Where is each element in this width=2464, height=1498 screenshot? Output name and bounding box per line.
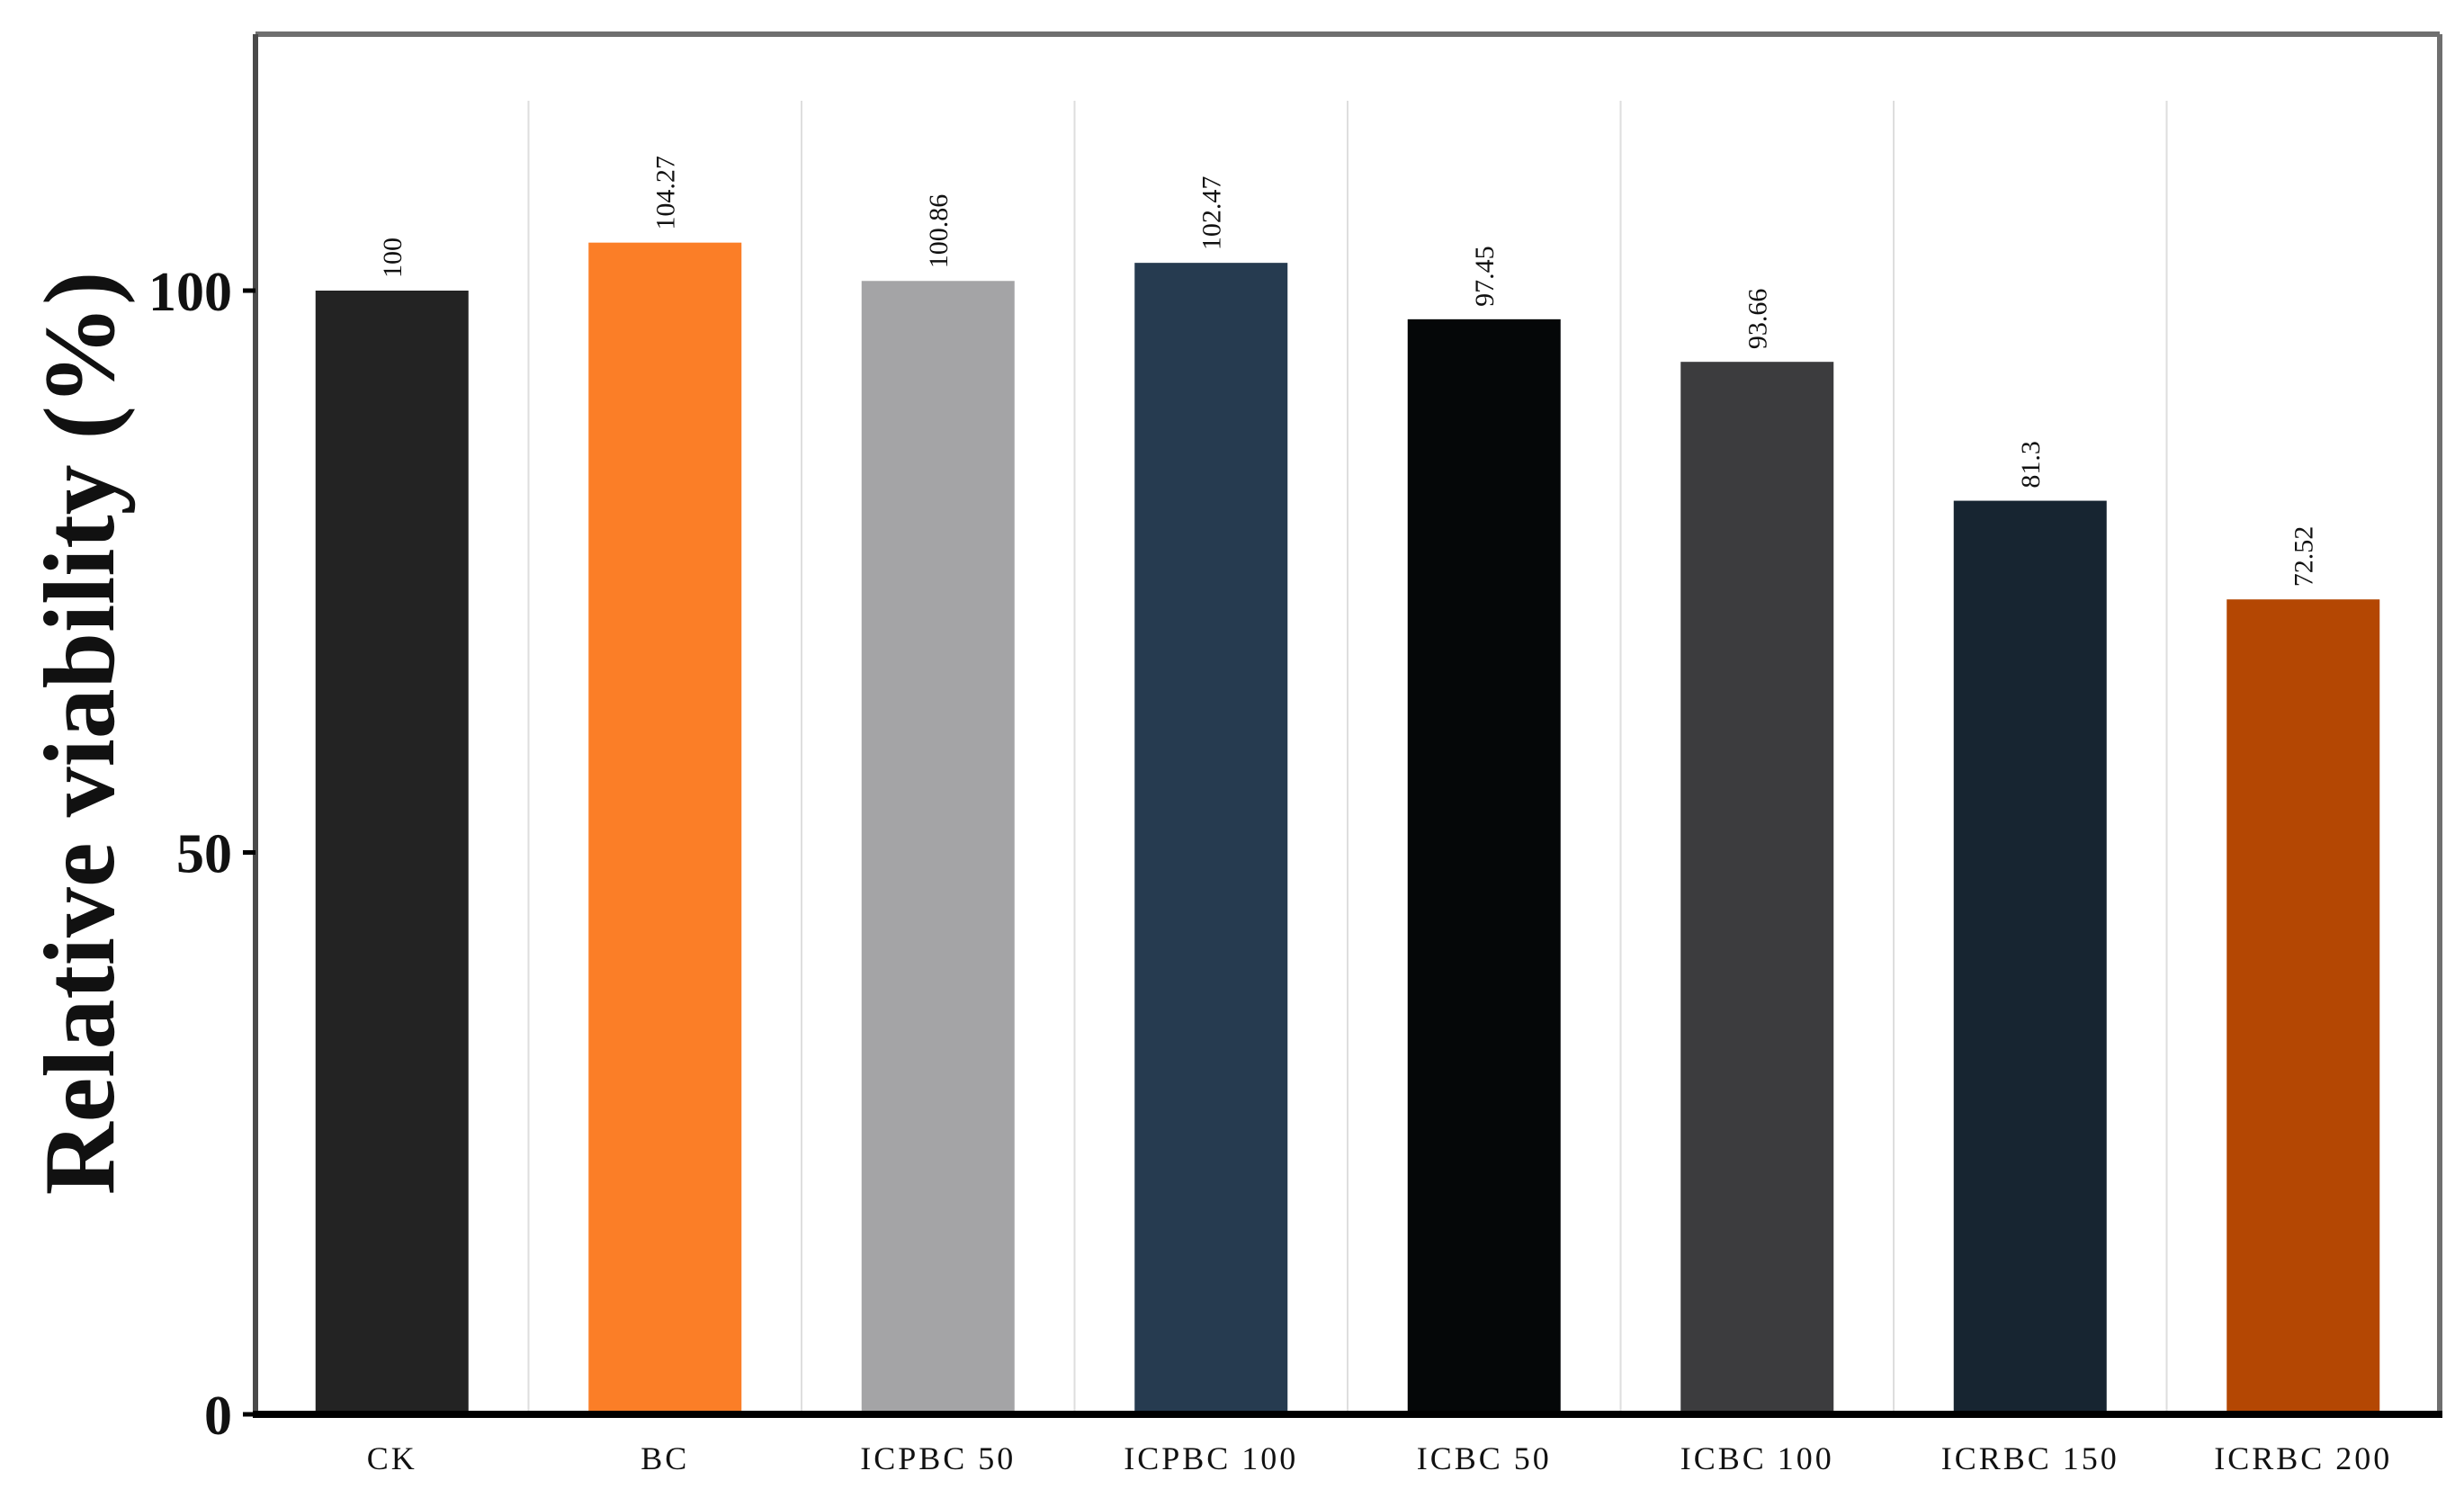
- grid-lines: [527, 101, 2168, 1414]
- data-label: 93.66: [1743, 289, 1772, 350]
- x-tick-label: ICRBC 150: [1941, 1440, 2119, 1476]
- y-tick-label: 0: [204, 1386, 232, 1447]
- labels: 100 CK 104.27 BC 100.86 ICPBC 50 102.47 ICPBC 1…: [148, 156, 2392, 1476]
- x-tick-label: ICRBC 200: [2214, 1440, 2392, 1476]
- data-label: 102.47: [1196, 176, 1226, 251]
- bar: [315, 291, 469, 1414]
- bar: [1680, 362, 1834, 1414]
- bar: [2227, 599, 2380, 1414]
- data-label: 72.52: [2289, 526, 2318, 588]
- data-label: 100.86: [924, 194, 954, 269]
- x-tick-label: ICBC 100: [1680, 1440, 1834, 1476]
- y-axis-title: Relative viability (%): [24, 272, 136, 1195]
- bar: [1134, 263, 1288, 1415]
- data-label: 81.3: [2016, 441, 2046, 489]
- x-tick-label: BC: [641, 1440, 689, 1476]
- y-tick-label: 50: [176, 824, 232, 885]
- data-label: 104.27: [650, 156, 680, 230]
- x-tick-label: ICBC 50: [1417, 1440, 1552, 1476]
- x-tick-label: ICPBC 100: [1124, 1440, 1298, 1476]
- x-tick-label: ICPBC 50: [860, 1440, 1016, 1476]
- bar: [1407, 318, 1561, 1414]
- data-label: 97.45: [1470, 246, 1500, 307]
- bar: [861, 281, 1015, 1415]
- y-tick-label: 100: [148, 262, 232, 323]
- bars: [315, 242, 2380, 1415]
- plot-frame: [243, 31, 2442, 1418]
- bar: [588, 242, 742, 1414]
- x-tick-label: CK: [367, 1440, 417, 1476]
- data-label: 100: [378, 238, 408, 278]
- bar: [1953, 500, 2107, 1414]
